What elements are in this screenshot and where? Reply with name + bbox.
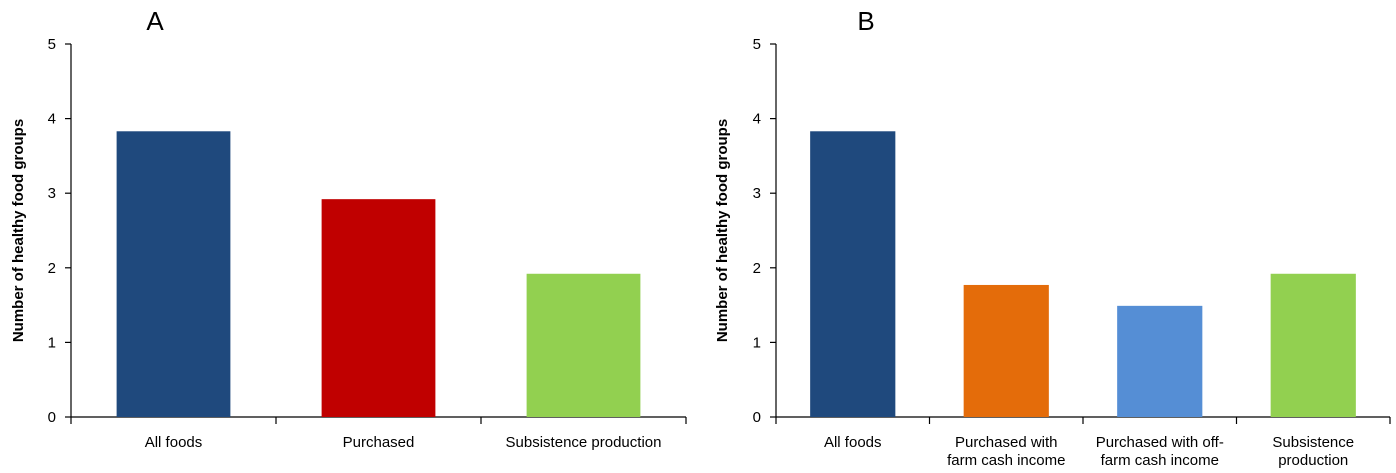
x-category-label-line: All foods xyxy=(824,434,882,451)
bar xyxy=(321,199,436,417)
y-tick-label: 2 xyxy=(48,260,56,277)
y-tick-label: 5 xyxy=(48,36,56,53)
y-tick-label: 4 xyxy=(48,111,56,128)
y-tick-label: 5 xyxy=(753,36,761,53)
bar xyxy=(1117,305,1203,417)
y-tick-label: 4 xyxy=(753,111,761,128)
bar xyxy=(810,131,896,418)
bar xyxy=(116,131,231,418)
x-category-label-line: Purchased xyxy=(343,434,415,451)
x-category-label: Purchased xyxy=(343,434,415,451)
bar xyxy=(526,273,641,417)
x-category-label: Subsistence production xyxy=(506,434,662,451)
chart-panel-b: B 0 1 2 3 4 5 Number of healthy food groups All … xyxy=(714,6,1391,469)
bar xyxy=(963,284,1049,417)
y-axis-label: Number of healthy food groups xyxy=(714,119,731,342)
x-category-label-line: Purchased with xyxy=(955,434,1058,451)
y-tick-label: 2 xyxy=(753,260,761,277)
chart-panel-a: A 0 1 2 3 4 5 Number of healthy food groups All … xyxy=(10,6,687,451)
y-tick-label: 0 xyxy=(48,409,56,426)
y-tick-label: 1 xyxy=(753,334,761,351)
x-category-label: Subsistence production xyxy=(1272,434,1354,469)
y-tick-label: 1 xyxy=(48,334,56,351)
y-tick-label: 0 xyxy=(753,409,761,426)
panel-letter: A xyxy=(146,6,164,36)
bar xyxy=(1270,273,1356,417)
x-category-label-line: production xyxy=(1278,452,1348,469)
x-category-label: Purchased with off-farm cash income xyxy=(1096,434,1224,469)
x-category-label-line: farm cash income xyxy=(1101,452,1219,469)
x-category-label-line: Purchased with off- xyxy=(1096,434,1224,451)
x-category-label-line: Subsistence xyxy=(1272,434,1354,451)
y-tick-label: 3 xyxy=(753,185,761,202)
x-category-label: Purchased with farm cash income xyxy=(947,434,1065,469)
x-category-label: All foods xyxy=(824,434,882,451)
x-category-label-line: farm cash income xyxy=(947,452,1065,469)
x-category-label-line: All foods xyxy=(145,434,203,451)
y-tick-label: 3 xyxy=(48,185,56,202)
panel-letter: B xyxy=(857,6,874,36)
x-category-label: All foods xyxy=(145,434,203,451)
y-axis-label: Number of healthy food groups xyxy=(10,119,27,342)
x-category-label-line: Subsistence production xyxy=(506,434,662,451)
